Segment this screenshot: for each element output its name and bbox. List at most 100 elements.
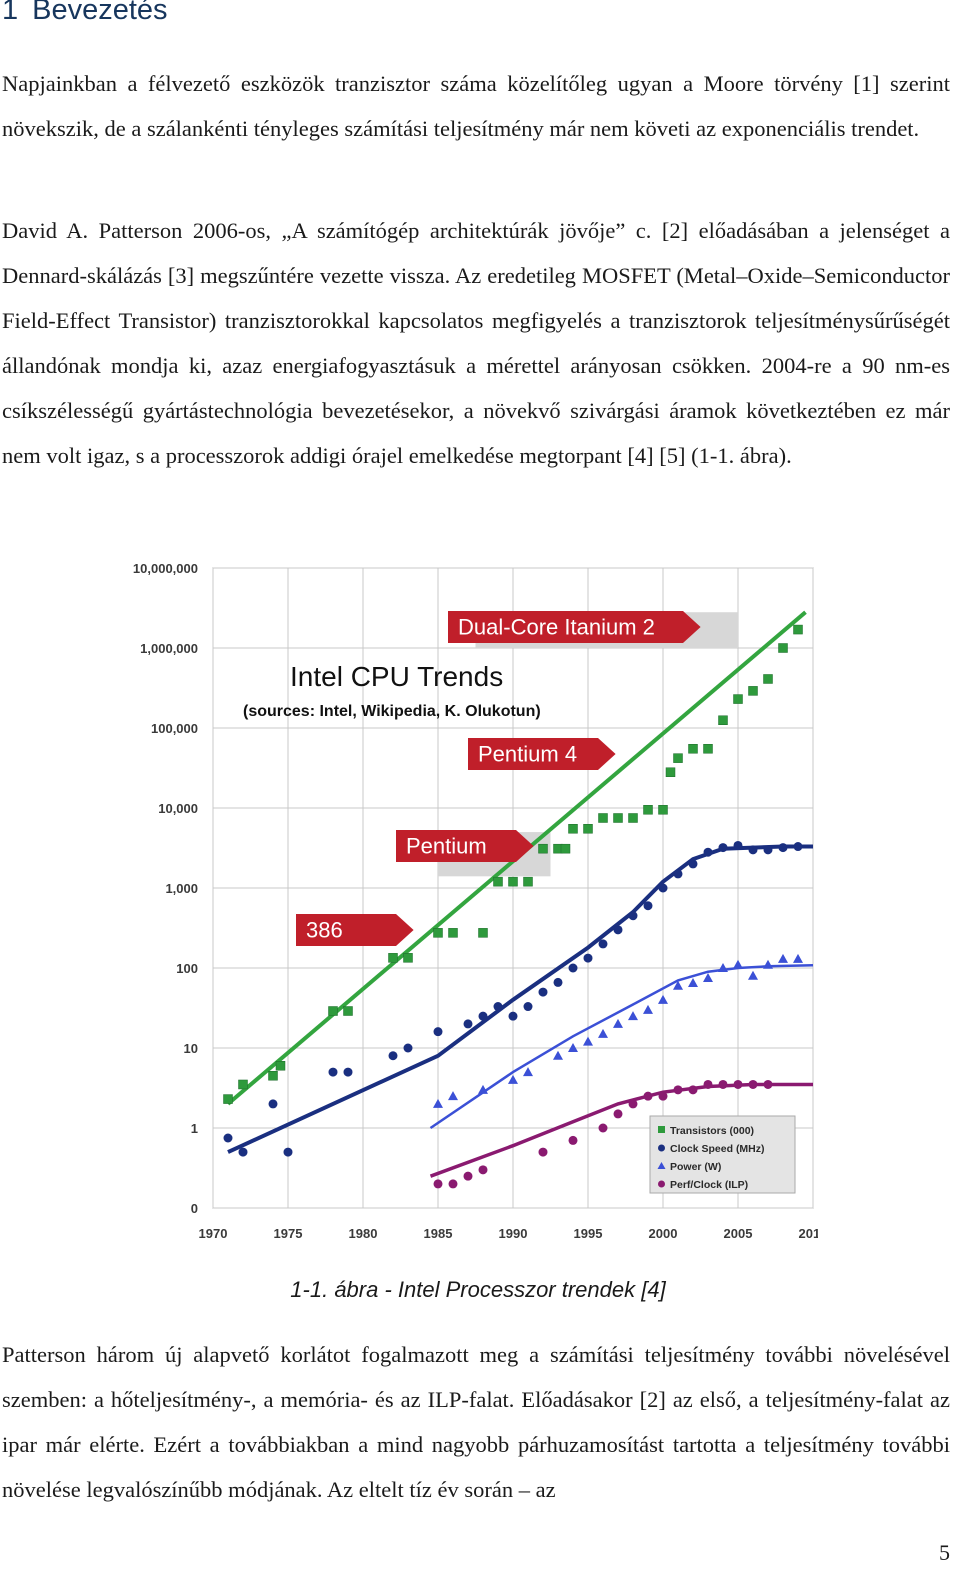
clock-point (538, 987, 548, 997)
power-point (448, 1091, 458, 1101)
clock-point (508, 1011, 518, 1021)
transistor-point (658, 805, 668, 815)
clock-point (583, 953, 593, 963)
clock-point (283, 1147, 293, 1157)
transistor-point (328, 1006, 338, 1016)
perf-point (463, 1171, 473, 1181)
perf-point (703, 1079, 713, 1089)
x-tick-label: 1985 (424, 1226, 453, 1241)
clock-point (238, 1147, 248, 1157)
transistor-point (275, 1060, 286, 1071)
clock-point (793, 842, 803, 852)
intel-cpu-trends-chart: 0 1 10 100 1,000 10,000 100,000 1,000,000 10,000… (133, 561, 818, 1241)
power-point (688, 977, 698, 987)
power-point (748, 970, 758, 980)
paragraph-limits: Patterson három új alapvető korlátot fog… (2, 1342, 950, 1502)
transistor-point (778, 643, 788, 653)
transistor-point (508, 876, 518, 887)
clock-point (493, 1002, 503, 1012)
power-point (673, 980, 683, 990)
clock-point (598, 939, 608, 949)
x-tick-label: 2010 (799, 1226, 818, 1241)
transistor-point (268, 1070, 278, 1081)
transistor-point (478, 928, 488, 938)
y-tick-label: 10,000 (158, 801, 198, 816)
power-point (703, 972, 713, 982)
clock-point (223, 1133, 233, 1143)
power-point (793, 953, 803, 963)
callout-arrow (468, 738, 616, 770)
power-point (628, 1011, 638, 1021)
transistor-point (583, 824, 593, 834)
perf-point (658, 1091, 668, 1101)
transistor-point (343, 1006, 353, 1016)
clock-point (763, 845, 773, 855)
clock-trend-line (227, 844, 813, 1154)
power-point (523, 1067, 533, 1077)
callout-label: 386 (306, 917, 343, 942)
legend-marker (658, 1126, 665, 1133)
clock-point (268, 1099, 278, 1109)
transistor-point (688, 744, 698, 754)
perf-point (433, 1179, 443, 1189)
perf-point (613, 1109, 623, 1119)
power-point (718, 963, 728, 972)
clock-point (673, 869, 683, 879)
x-tick-label: 2000 (649, 1226, 678, 1241)
clock-point (403, 1043, 413, 1053)
clock-point (718, 843, 728, 853)
y-tick-label: 0 (191, 1201, 198, 1216)
power-point (778, 953, 788, 963)
clock-point (463, 1019, 473, 1029)
clock-point (628, 911, 638, 921)
clock-point (328, 1067, 338, 1077)
transistor-point (673, 753, 683, 763)
legend-label: Perf/Clock (ILP) (670, 1179, 748, 1191)
callout-label: Dual-Core Itanium 2 (458, 614, 655, 639)
clock-point (613, 925, 623, 935)
x-tick-label: 2005 (724, 1226, 753, 1241)
transistor-point (448, 928, 458, 938)
clock-point (568, 963, 578, 973)
transistor-point (388, 953, 398, 963)
perf-point (688, 1085, 698, 1095)
clock-point (523, 1002, 533, 1012)
power-point (643, 1004, 653, 1014)
clock-point (433, 1027, 443, 1037)
clock-point (748, 845, 758, 855)
transistor-point (703, 744, 713, 754)
perf-point (568, 1135, 578, 1145)
callout-pentium: Pentium (396, 830, 534, 862)
transistor-point (238, 1079, 248, 1090)
clock-point (778, 843, 788, 853)
perf-point (538, 1147, 548, 1157)
legend-label: Clock Speed (MHz) (670, 1143, 765, 1155)
transistor-point (748, 686, 758, 696)
legend-marker (658, 1180, 665, 1188)
transistor-point (433, 928, 443, 938)
page-number: 5 (939, 1540, 950, 1565)
power-trend-line (429, 964, 814, 1130)
perf-point (643, 1091, 653, 1101)
transistor-point (403, 953, 413, 963)
transistor-point (560, 843, 571, 854)
chart-legend: Transistors (000) Clock Speed (MHz) Power … (649, 1115, 796, 1194)
y-tick-label: 100,000 (151, 721, 198, 736)
y-tick-label: 1 (191, 1121, 198, 1136)
transistor-point (538, 843, 548, 854)
section-number: 1 (2, 0, 19, 26)
clock-point (658, 883, 668, 893)
clock-point (343, 1067, 353, 1077)
legend-box (649, 1115, 796, 1194)
clock-point (703, 847, 713, 857)
x-tick-label: 1975 (274, 1226, 303, 1241)
power-point (733, 959, 743, 969)
power-point (598, 1028, 608, 1038)
transistor-point (493, 876, 503, 887)
transistor-point (665, 767, 676, 777)
perf-point (748, 1079, 758, 1089)
power-point (583, 1036, 593, 1046)
perf-point (478, 1165, 488, 1175)
figure-caption: 1-1. ábra - Intel Processzor trendek [4] (290, 1277, 666, 1302)
transistor-point (643, 805, 653, 815)
